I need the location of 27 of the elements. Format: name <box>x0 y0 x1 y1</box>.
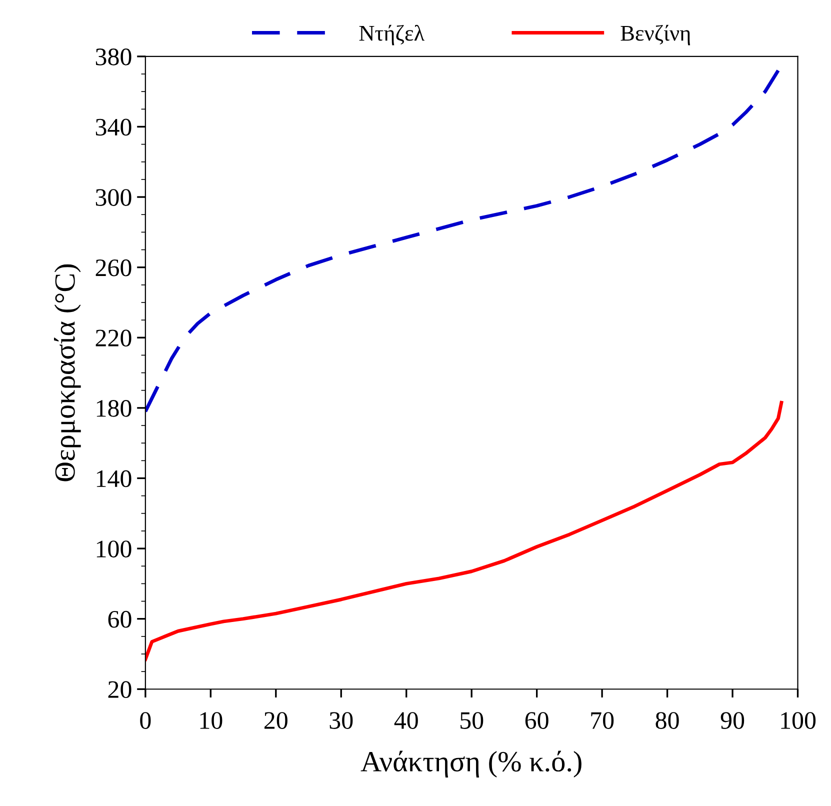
y-tick-label: 180 <box>96 400 132 417</box>
y-tick-label: 380 <box>96 48 132 66</box>
x-tick-label: 30 <box>330 712 353 729</box>
x-tick-label: 90 <box>720 712 744 729</box>
y-tick-label: 60 <box>108 610 132 628</box>
y-axis-title: Θερμοκρασία (°C) <box>54 264 81 482</box>
y-tick-label: 140 <box>96 470 132 488</box>
x-tick-label: 50 <box>460 712 484 729</box>
x-axis-title: Ανάκτηση (% κ.ό.) <box>360 750 582 778</box>
x-tick-label: 0 <box>140 712 151 729</box>
y-tick-label: 340 <box>96 118 132 136</box>
x-tick-label: 10 <box>200 712 222 729</box>
x-tick-label: 40 <box>394 712 418 729</box>
x-tick-label: 60 <box>525 712 548 729</box>
x-tick-label: 20 <box>264 712 288 729</box>
x-tick-label: 100 <box>781 712 816 729</box>
y-tick-label: 260 <box>96 259 132 276</box>
y-tick-label: 300 <box>96 189 132 206</box>
line-series <box>145 68 780 414</box>
legend-label: Ντήζελ <box>359 24 424 46</box>
y-tick-label: 220 <box>96 330 132 347</box>
x-tick-label: 70 <box>591 712 614 729</box>
line-series <box>145 400 784 661</box>
x-tick-label: 80 <box>656 712 679 729</box>
y-tick-label: 100 <box>96 540 132 558</box>
y-tick-label: 20 <box>108 681 132 698</box>
legend-label: Βενζίνη <box>620 24 690 46</box>
